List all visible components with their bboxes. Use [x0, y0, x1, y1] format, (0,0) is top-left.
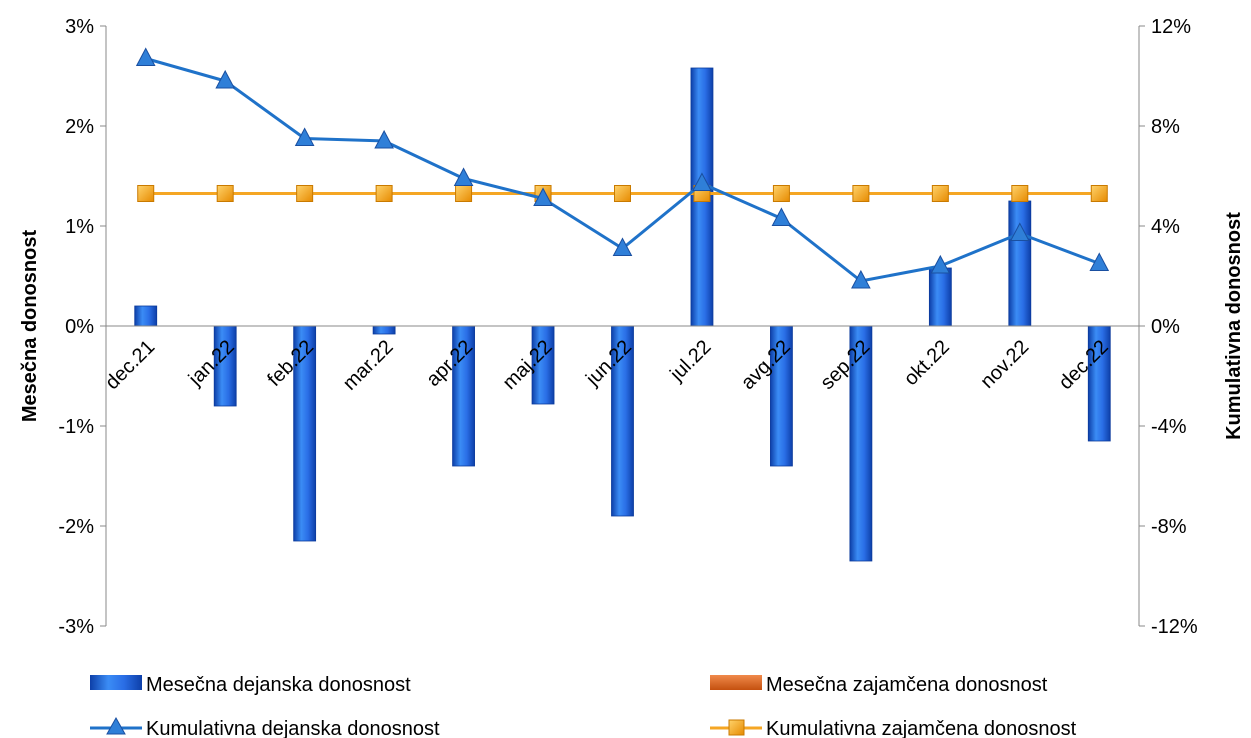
x-axis-tick-labels: dec.21 jan.22 feb.22 mar.22 apr.22 maj.22 jun.… [101, 336, 1113, 395]
left-axis-title: Mesečna donosnost [19, 230, 41, 423]
triangle-marker [215, 69, 236, 89]
left-axis-tick-label: 1% [65, 216, 94, 238]
left-axis-tick-label: 0% [65, 316, 94, 338]
legend-item-cumulative-actual: Kumulativna dejanska donosnost [90, 716, 440, 738]
triangle-marker [1009, 222, 1030, 241]
triangle-marker [135, 47, 156, 66]
triangle-marker [851, 269, 871, 289]
square-marker [931, 185, 949, 202]
triangle-marker [294, 127, 315, 146]
x-axis-tick-label: dec.21 [101, 336, 159, 394]
square-marker [1011, 185, 1029, 202]
square-marker [375, 185, 393, 202]
square-marker [137, 185, 155, 202]
legend-label: Mesečna zajamčena donosnost [766, 674, 1048, 696]
left-axis-tick-label: -1% [58, 416, 94, 438]
right-axis-title: Kumulativna donosnost [1223, 212, 1245, 440]
bar [372, 325, 396, 335]
square-marker [1090, 185, 1108, 202]
left-axis-tick-label: -2% [58, 516, 94, 538]
triangle-marker-icon [106, 716, 126, 735]
legend: Mesečna dejanska donosnost Mesečna zajam… [90, 674, 1077, 738]
bar [134, 305, 158, 327]
bar-series [134, 67, 1111, 562]
right-axis-tick-label: 8% [1151, 116, 1180, 138]
triangle-marker [533, 187, 553, 206]
square-marker-icon [728, 719, 745, 736]
left-axis-tick-label: 2% [65, 116, 94, 138]
right-axis-tick-label: -8% [1151, 516, 1187, 538]
triangle-marker [692, 172, 712, 191]
right-axis-tick-label: 0% [1151, 316, 1180, 338]
legend-item-monthly-guaranteed: Mesečna zajamčena donosnost [710, 674, 1048, 696]
legend-label: Kumulativna dejanska donosnost [146, 718, 440, 738]
x-axis-tick-label: nov.22 [976, 336, 1033, 393]
triangle-marker [374, 129, 394, 149]
legend-swatch-orange-bar [710, 675, 762, 690]
right-axis-ticks: 12% 8% 4% 0% -4% -8% -12% [1139, 16, 1198, 638]
line-series [135, 47, 1110, 289]
square-marker [614, 185, 631, 202]
square-marker [296, 185, 314, 202]
square-marker [455, 185, 473, 202]
right-axis-tick-label: -12% [1151, 616, 1198, 638]
triangle-marker [612, 237, 633, 256]
legend-item-cumulative-guaranteed: Kumulativna zajamčena donosnost [710, 718, 1077, 738]
left-axis-tick-label: -3% [58, 616, 94, 638]
legend-label: Kumulativna zajamčena donosnost [766, 718, 1077, 738]
right-axis-tick-label: 4% [1151, 216, 1180, 238]
x-axis-tick-label: okt.22 [900, 336, 954, 390]
bar [928, 267, 952, 327]
triangle-marker [1089, 252, 1110, 271]
right-axis-tick-label: 12% [1151, 16, 1191, 38]
x-axis-tick-label: jul.22 [665, 336, 715, 386]
legend-label: Mesečna dejanska donosnost [146, 674, 411, 696]
x-axis-tick-label: mar.22 [339, 336, 398, 395]
legend-item-monthly-actual: Mesečna dejanska donosnost [90, 674, 411, 696]
right-axis-tick-label: -4% [1151, 416, 1187, 438]
triangle-marker [771, 207, 792, 226]
left-axis-ticks: 3% 2% 1% 0% -1% -2% -3% [58, 16, 106, 638]
triangle-marker [930, 254, 951, 274]
bar [1008, 200, 1032, 327]
triangle-marker [453, 167, 474, 186]
square-marker [216, 185, 234, 202]
left-axis-tick-label: 3% [65, 16, 94, 38]
square-marker [852, 185, 870, 202]
legend-swatch-blue-bar [90, 675, 142, 690]
square-marker [772, 185, 790, 202]
